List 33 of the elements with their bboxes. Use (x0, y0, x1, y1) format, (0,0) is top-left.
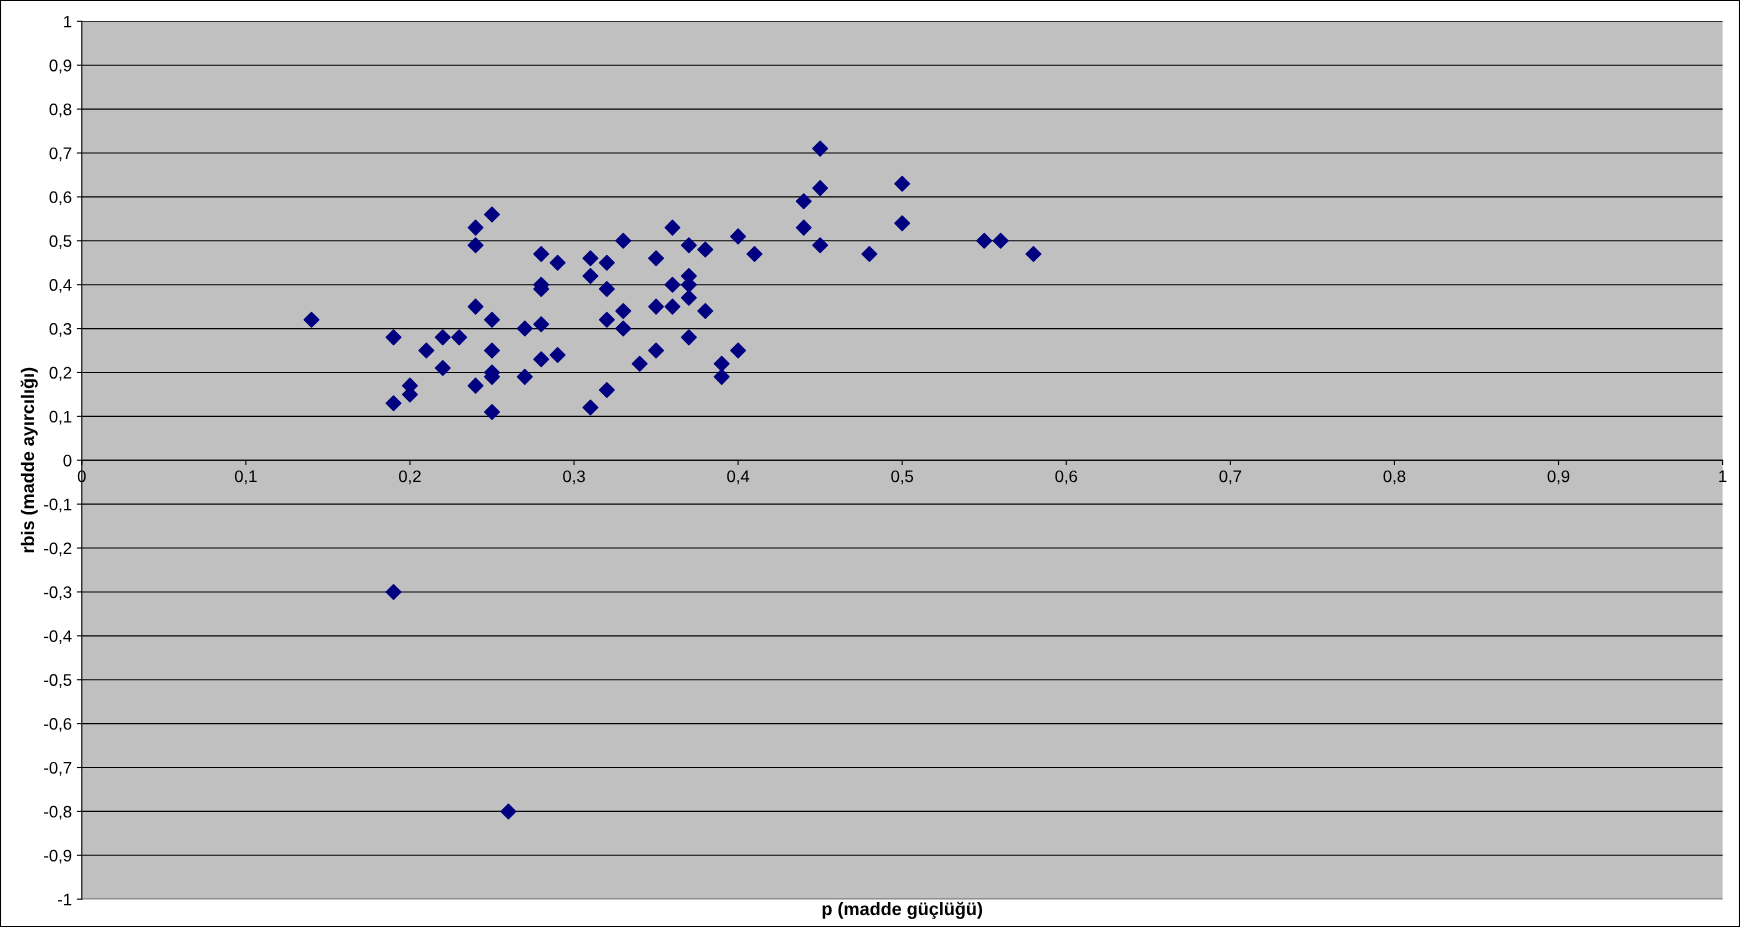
y-tick-label: 0,5 (49, 235, 72, 249)
x-tick-label: 0,1 (234, 470, 257, 485)
y-tick-label: 0,1 (49, 410, 72, 425)
y-tick-label: 0,4 (49, 279, 72, 293)
x-tick-label: 0,8 (1383, 470, 1406, 485)
x-axis-title: p (madde güçlüğü) (822, 901, 983, 919)
y-tick-label: -0,5 (44, 674, 72, 688)
x-tick-label: 0,2 (399, 470, 421, 485)
y-tick-label: 0,9 (49, 59, 72, 74)
y-tick-label: -0,4 (44, 630, 72, 644)
x-tick-label: 1 (1719, 470, 1727, 483)
y-tick-label: -0,9 (44, 849, 72, 864)
y-tick-label: 0,7 (49, 147, 72, 162)
y-tick-label: 0,2 (49, 366, 72, 381)
x-tick-label: 0,4 (727, 470, 750, 485)
x-tick-label: 0,3 (563, 470, 585, 485)
y-tick-label: -0,6 (44, 718, 72, 732)
y-tick-label: 0,3 (49, 322, 72, 337)
x-tick-label: 0,9 (1547, 470, 1570, 485)
x-tick-label: 0,5 (891, 470, 914, 485)
y-tick-label: -0,7 (44, 761, 72, 776)
y-tick-label: 0 (63, 454, 72, 467)
y-tick-label: 1 (64, 15, 72, 28)
y-tick-label: -0,1 (44, 498, 72, 513)
y-tick-label: 0,8 (49, 103, 72, 118)
x-tick-label: 0,6 (1055, 470, 1078, 485)
y-axis-title: rbis (madde ayırcılığı) (20, 367, 38, 553)
y-tick-label: 0,6 (49, 191, 72, 206)
y-tick-label: -0,3 (44, 586, 72, 601)
y-tick-label: -0,2 (44, 542, 72, 557)
x-tick-label: 0,7 (1219, 470, 1242, 485)
y-tick-label: -0,8 (44, 805, 72, 820)
y-tick-label: -1 (57, 893, 72, 906)
